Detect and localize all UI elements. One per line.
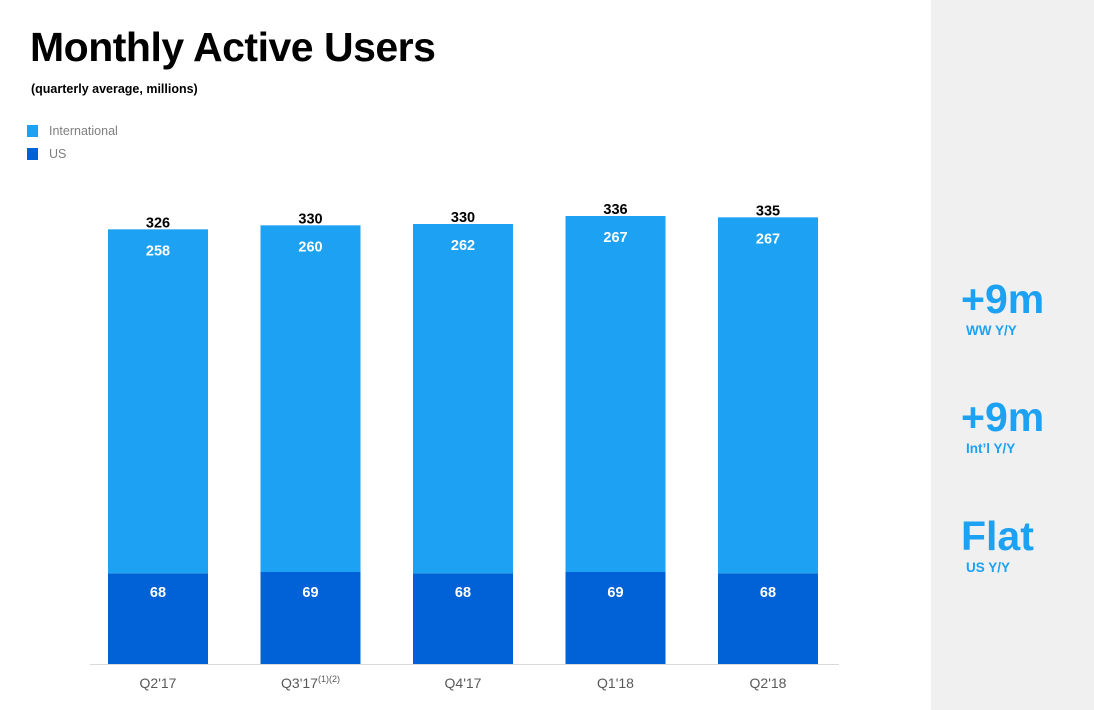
data-label-international-4: 267 <box>756 231 780 247</box>
stat-ww-label: WW Y/Y <box>966 323 1017 338</box>
data-label-international-0: 258 <box>146 243 170 259</box>
data-label-international-1: 260 <box>298 239 322 255</box>
stat-us: Flat US Y/Y <box>961 516 1034 576</box>
stat-ww-value: +9m <box>961 276 1045 322</box>
legend-item-international: International <box>27 119 118 142</box>
stat-intl: +9m Int’l Y/Y <box>961 397 1044 457</box>
stacked-bar-chart: 326 258 68 Q2'17 330 260 69 Q3'17(1)(2) 330 262 68… <box>90 202 839 691</box>
legend-swatch-international <box>27 124 38 137</box>
total-label-0: 326 <box>146 215 170 231</box>
total-label-1: 330 <box>298 211 322 227</box>
legend-item-us: US <box>27 142 118 165</box>
page-title: Monthly Active Users <box>30 24 436 70</box>
chart-legend: International US <box>27 119 118 165</box>
data-label-international-3: 267 <box>603 230 627 246</box>
bar-international-4 <box>718 217 818 574</box>
total-label-4: 335 <box>756 203 780 219</box>
bar-us-0 <box>108 573 208 664</box>
total-label-2: 330 <box>451 210 475 226</box>
bar-us-1 <box>260 572 361 664</box>
data-label-us-0: 68 <box>150 585 166 601</box>
x-tick-label-3: Q1'18 <box>597 675 634 691</box>
stat-intl-label: Int’l Y/Y <box>966 441 1016 456</box>
total-label-3: 336 <box>603 202 627 218</box>
bar-us-3 <box>565 572 666 664</box>
stat-ww: +9m WW Y/Y <box>961 279 1044 339</box>
data-label-international-2: 262 <box>451 238 475 254</box>
bar-us-2 <box>413 573 513 664</box>
x-tick-label-0: Q2'17 <box>140 675 177 691</box>
chart-subtitle: (quarterly average, millions) <box>31 82 198 96</box>
legend-swatch-us <box>27 147 38 160</box>
stat-us-value: Flat <box>961 513 1034 559</box>
bar-international-3 <box>565 216 666 572</box>
data-label-us-3: 69 <box>607 585 623 601</box>
stat-us-label: US Y/Y <box>966 560 1011 575</box>
bar-international-2 <box>413 224 513 574</box>
bar-us-4 <box>718 573 818 664</box>
bar-international-0 <box>108 229 208 574</box>
legend-label-us: US <box>49 146 67 161</box>
x-tick-label-1: Q3'17(1)(2) <box>281 674 340 691</box>
data-label-us-1: 69 <box>302 585 318 601</box>
data-label-us-4: 68 <box>760 585 776 601</box>
x-tick-label-4: Q2'18 <box>750 675 787 691</box>
stat-intl-value: +9m <box>961 394 1045 440</box>
x-tick-label-2: Q4'17 <box>445 675 482 691</box>
legend-label-international: International <box>49 123 118 138</box>
side-stats-panel: +9m WW Y/Y +9m Int’l Y/Y Flat US Y/Y <box>931 0 1094 710</box>
bar-international-1 <box>260 225 361 573</box>
data-label-us-2: 68 <box>455 585 471 601</box>
